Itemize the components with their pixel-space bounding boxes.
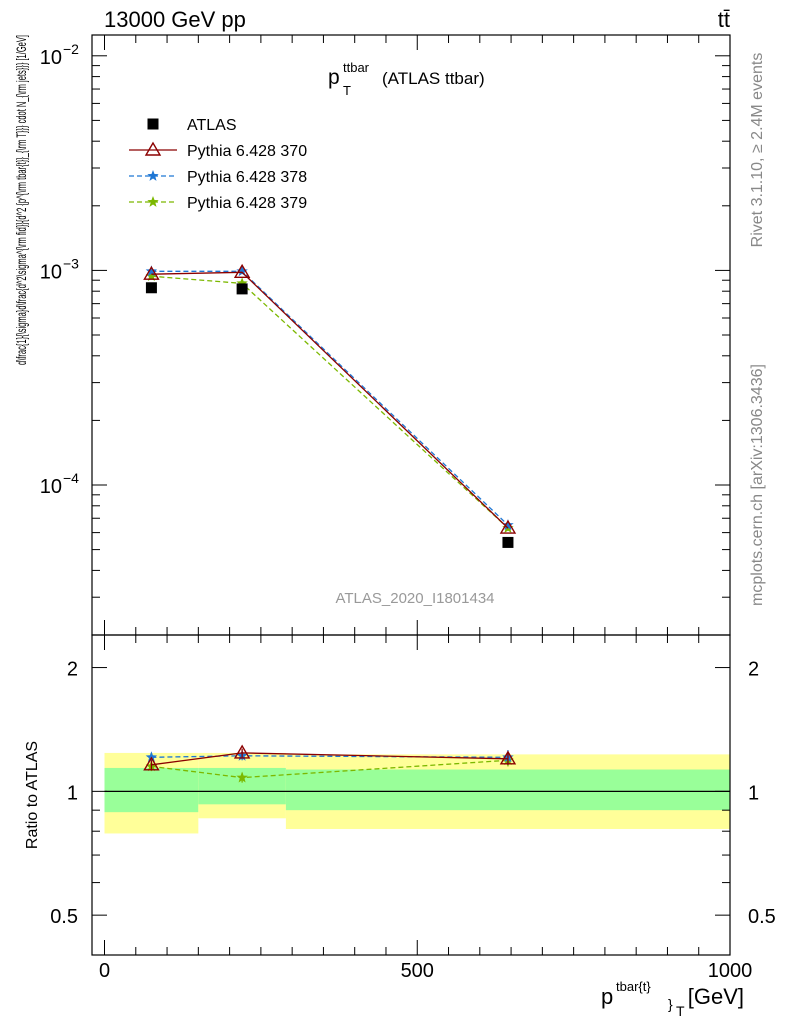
ratio-y-tick-label-right: 2: [748, 659, 759, 681]
main-panel: 10−210−310−4 p ttbar T (ATLAS ttbar) ATL…: [13, 34, 731, 636]
x-axis-label-sub2: T: [676, 1003, 685, 1019]
ratio-y-tick-label-right: 0.5: [748, 906, 776, 928]
legend-label: Pythia 6.428 379: [187, 195, 307, 212]
legend-label: ATLAS: [187, 117, 237, 134]
data-point: [236, 283, 248, 295]
data-point: [145, 265, 158, 277]
series-pythia-6-428-378: [145, 265, 514, 530]
series-line: [151, 271, 509, 529]
x-axis-label-sub: }: [668, 996, 673, 1012]
header-process-label: tt̄: [718, 7, 730, 32]
header-energy-label: 13000 GeV pp: [104, 7, 246, 32]
ratio-point: [233, 744, 251, 759]
ratio-point: [236, 771, 248, 783]
x-axis-label-unit: [GeV]: [688, 984, 744, 1009]
x-tick-label: 500: [401, 960, 434, 982]
main-title-sup: ttbar: [343, 60, 370, 75]
ratio-series-pythia-6-428-370: [143, 744, 517, 771]
main-y-axis-label: d\frac{1}{\sigma}d\frac{d^2\sigma^{\rm f…: [13, 35, 29, 365]
y-tick-label: 10: [40, 47, 62, 69]
series-line: [151, 275, 509, 529]
series-line: [151, 270, 509, 526]
legend-label: Pythia 6.428 370: [187, 143, 307, 160]
y-tick-exponent: −2: [63, 41, 79, 57]
y-tick-label: 10: [40, 476, 62, 498]
x-axis-label-sup: tbar{t}: [616, 979, 651, 994]
ratio-y-tick-label: 0.5: [50, 906, 78, 928]
ratio-y-axis-label: Ratio to ATLAS: [24, 741, 41, 849]
series-pythia-6-428-379: [145, 270, 514, 533]
uncertainty-band-inner: [285, 769, 730, 811]
data-point: [145, 270, 158, 281]
x-axis-label: p tbar{t} } T [GeV]: [601, 979, 744, 1019]
uncertainty-band-inner: [104, 767, 199, 813]
ratio-y-tick-label-right: 1: [748, 782, 759, 804]
data-point: [499, 519, 517, 534]
main-title-sub: T: [343, 83, 351, 98]
analysis-label: ATLAS_2020_I1801434: [335, 590, 494, 607]
ratio-y-tick-label: 1: [67, 782, 78, 804]
series-atlas: [145, 282, 514, 548]
ratio-point: [143, 756, 160, 771]
data-point: [502, 536, 514, 548]
rivet-version-label: Rivet 3.1.10, ≥ 2.4M events: [749, 53, 766, 248]
main-title-var: p: [328, 66, 340, 89]
legend-marker: [144, 141, 162, 156]
x-axis-label-var: p: [601, 984, 613, 1009]
ratio-panel-frame: [91, 634, 731, 956]
legend: ATLAS Pythia 6.428 370 Pythia 6.428 378 Pyt…: [129, 117, 307, 212]
x-tick-label: 1000: [708, 960, 753, 982]
ratio-point: [499, 750, 517, 765]
mcplots-reference-label: mcplots.cern.ch [arXiv:1306.3436]: [749, 364, 766, 606]
y-tick-label: 10: [40, 261, 62, 283]
data-point: [143, 265, 160, 280]
legend-marker: [147, 196, 159, 207]
y-tick-exponent: −3: [63, 255, 79, 271]
legend-marker: [147, 118, 159, 130]
x-tick-label: 0: [99, 960, 110, 982]
data-point: [236, 277, 248, 289]
legend-label: Pythia 6.428 378: [187, 169, 307, 186]
data-point: [236, 265, 248, 277]
data-point: [502, 519, 514, 530]
main-title: p ttbar T (ATLAS ttbar): [328, 60, 485, 98]
ratio-y-tick-label: 2: [67, 659, 78, 681]
main-title-text: (ATLAS ttbar): [382, 69, 485, 88]
data-point: [145, 282, 157, 294]
legend-marker: [147, 170, 159, 181]
y-tick-exponent: −4: [63, 470, 79, 486]
ratio-panel: 0.5 0.5 1 1 2 2 0 500 1000 Ratio to ATLAS p tbar…: [24, 634, 776, 1019]
data-point: [233, 263, 251, 278]
series-pythia-6-428-370: [143, 263, 517, 534]
